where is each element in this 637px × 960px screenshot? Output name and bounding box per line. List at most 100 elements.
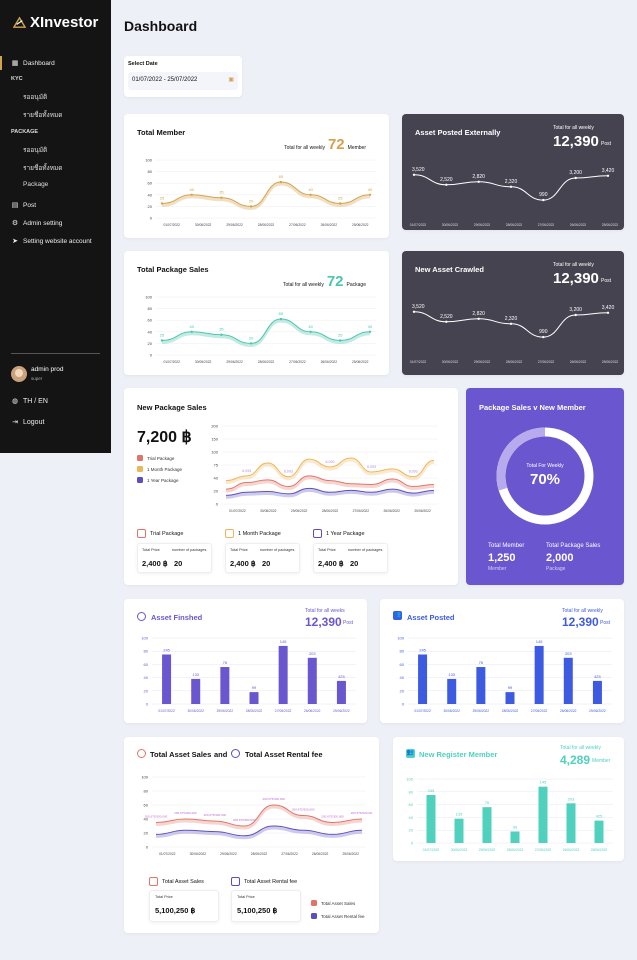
package-box-label: 1 Month Package (238, 530, 281, 537)
member-value: 1,250 (488, 552, 516, 564)
bar (566, 803, 576, 843)
x-tick-label: 30/06/2022 (187, 709, 204, 713)
data-label: 76 (485, 800, 490, 805)
donut-remainder (496, 427, 594, 525)
data-label: 40 (308, 324, 313, 329)
member-unit: Member (488, 566, 507, 572)
data-label: 245 (163, 648, 170, 653)
card-title: Asset Finshed (151, 613, 203, 622)
logout-button[interactable]: ⇥ Logout (11, 418, 44, 427)
sidebar-item-kyc-pending[interactable]: รออนุมัติ (23, 94, 48, 101)
y-tick-label: 60 (148, 181, 153, 186)
language-toggle[interactable]: ◍ TH / EN (11, 397, 48, 406)
globe-icon: ◍ (11, 398, 19, 405)
sidebar-item-website-setting[interactable]: ➤ Setting website account (11, 237, 92, 246)
sidebar: XInvestor ▦ Dashboard KYC รออนุมัติ รายชื… (0, 0, 111, 453)
sidebar-item-package[interactable]: Package (23, 181, 49, 188)
price-label: Total Price (142, 548, 160, 552)
data-label: 3,520 (412, 167, 425, 173)
data-label: 425 (594, 674, 601, 679)
data-label: 25 (338, 196, 343, 201)
total-unit: Package (346, 282, 366, 288)
data-point (279, 317, 283, 321)
y-tick-label: 100 (145, 295, 152, 300)
bar (592, 680, 602, 704)
users-icon: 👥 (406, 749, 415, 758)
data-label: 76 (223, 660, 228, 665)
data-label: 2,820 (472, 311, 485, 317)
package-box-title: 1 Year Package (313, 529, 365, 538)
total-package-chart: 100 80 60 40 20 0 01/07/2022 30/06/2022 29/06/20… (145, 295, 376, 364)
count-label: number of packages (172, 548, 207, 552)
sidebar-item-dashboard[interactable]: ▦ Dashboard (11, 59, 55, 68)
x-tick-label: 29/06/2022 (217, 709, 234, 713)
x-tick-label: 01/07/2022 (423, 848, 440, 852)
x-tick-label: 30/06/2022 (442, 360, 459, 364)
avatar[interactable] (11, 366, 27, 382)
x-tick-label: 01/07/2022 (410, 223, 427, 227)
price-value: 2,400 ฿ (230, 559, 256, 568)
data-label: 133 (456, 812, 463, 817)
y-tick-label: 40 (400, 675, 405, 680)
price-value: 5,100,250 ฿ (155, 906, 196, 915)
legend-trial: Trial Package (137, 455, 174, 461)
x-tick-label: 29/06/2022 (474, 360, 491, 364)
data-point (190, 193, 193, 196)
data-point (249, 342, 253, 345)
y-tick-label: 20 (148, 204, 153, 209)
y-tick-label: 0 (150, 353, 153, 358)
data-label: 203 (309, 651, 316, 656)
x-tick-label: 30/06/2022 (195, 360, 212, 364)
x-tick-label: 25/06/2022 (414, 509, 431, 513)
package-icon (313, 529, 322, 538)
x-tick-label: 26/06/2022 (570, 360, 587, 364)
data-label: 20 (249, 198, 254, 203)
data-label: 245 (428, 788, 435, 793)
sidebar-item-package-pending[interactable]: รออนุมัติ (23, 147, 48, 154)
bar (482, 807, 492, 843)
total-label: Total for all weekly (560, 745, 601, 751)
y-tick-label: 0 (216, 502, 219, 507)
data-label: 6,093 (284, 470, 293, 474)
sidebar-item-package-all[interactable]: รายชื่อทั้งหมด (23, 165, 63, 172)
data-label: 40 (308, 187, 313, 192)
date-range-input[interactable]: 01/07/2022 - 25/07/2022 ▣ (128, 72, 238, 90)
price-label: Total Price (318, 548, 336, 552)
x-tick-label: 26/06/2022 (570, 223, 587, 227)
bar (510, 831, 520, 843)
legend-label: Trial Package (147, 455, 175, 461)
count-value: 20 (262, 559, 271, 568)
y-tick-label: 150 (211, 437, 218, 442)
total-member-card: Total Member Total for all weekly 72 Mem… (124, 114, 389, 238)
logo[interactable]: XInvestor (13, 14, 98, 31)
total-label: Total for all weekly (553, 125, 594, 131)
y-tick-label: 200 (211, 424, 218, 429)
data-point (160, 339, 164, 342)
price-label: Total Price (155, 895, 173, 899)
data-point (249, 205, 253, 208)
new-register-card: 👥 New Register Member Total for all week… (393, 737, 624, 861)
bar (220, 667, 230, 704)
data-label: 200,675/300,000 (145, 815, 168, 819)
x-tick-label: 28/06/2022 (258, 223, 275, 227)
bar (278, 645, 288, 704)
data-point (339, 202, 342, 205)
series-shadow (225, 458, 435, 485)
y-tick-label: 100 (406, 777, 413, 782)
card-title: New Asset Crawled (415, 265, 484, 274)
data-point (309, 330, 312, 333)
data-label: 99 (252, 685, 257, 690)
y-tick-label: 20 (148, 341, 153, 346)
sidebar-item-post[interactable]: ▤ Post (11, 201, 36, 210)
x-tick-label: 28/06/2022 (507, 848, 524, 852)
bar (418, 654, 428, 704)
card-title: Asset Posted (407, 613, 455, 622)
data-label: 40 (368, 187, 373, 192)
package-vs-member-donut (496, 427, 594, 525)
sidebar-item-admin-setting[interactable]: ⚙ Admin setting (11, 219, 63, 228)
users-icon: 👥 (393, 611, 402, 620)
sidebar-item-kyc-all[interactable]: รายชื่อทั้งหมด (23, 112, 63, 119)
y-tick-label: 40 (148, 329, 153, 334)
x-tick-label: 25/06/2022 (352, 223, 369, 227)
x-tick-label: 26/06/2022 (560, 709, 577, 713)
